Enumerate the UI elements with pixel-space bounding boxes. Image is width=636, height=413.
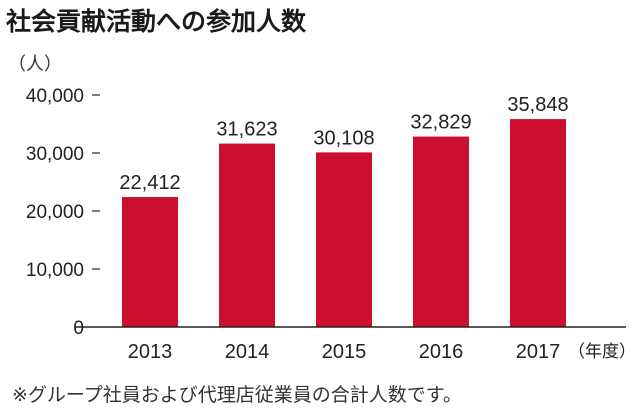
y-axis-unit-label: （人）	[8, 54, 62, 75]
bar-value-label: 22,412	[119, 172, 180, 194]
y-axis: 0 10,000 20,000 30,000 40,000	[26, 86, 100, 339]
bar-value-label: 35,848	[507, 94, 568, 116]
bar-2014	[219, 143, 275, 327]
x-tick-label: 2015	[322, 341, 367, 363]
bar-2017	[510, 119, 566, 327]
x-tick-label: 2013	[128, 341, 173, 363]
chart-title: 社会貢献活動への参加人数	[6, 7, 307, 36]
x-axis: 2013 2014 2015 2016 2017 （年度）	[75, 326, 636, 363]
bars: 22,412 31,623 30,108 32,829 35,848	[119, 94, 569, 327]
y-tick-label: 30,000	[26, 144, 84, 165]
y-tick-label: 0	[73, 318, 84, 339]
x-tick-label: 2017	[516, 341, 561, 363]
bar-value-label: 32,829	[410, 112, 471, 134]
y-tick-label: 10,000	[26, 260, 84, 281]
y-tick-label: 40,000	[26, 86, 84, 107]
bar-2015	[316, 152, 372, 327]
bar-2013	[122, 197, 178, 327]
bar-2016	[413, 136, 469, 327]
bar-value-label: 31,623	[216, 119, 277, 141]
footnote: ※グループ社員および代理店従業員の合計人数です。	[12, 384, 462, 406]
x-tick-label: 2014	[225, 341, 270, 363]
y-tick-label: 20,000	[26, 202, 84, 223]
bar-value-label: 30,108	[313, 127, 374, 149]
x-tick-label: 2016	[419, 341, 464, 363]
x-axis-unit-label: （年度）	[568, 342, 636, 361]
